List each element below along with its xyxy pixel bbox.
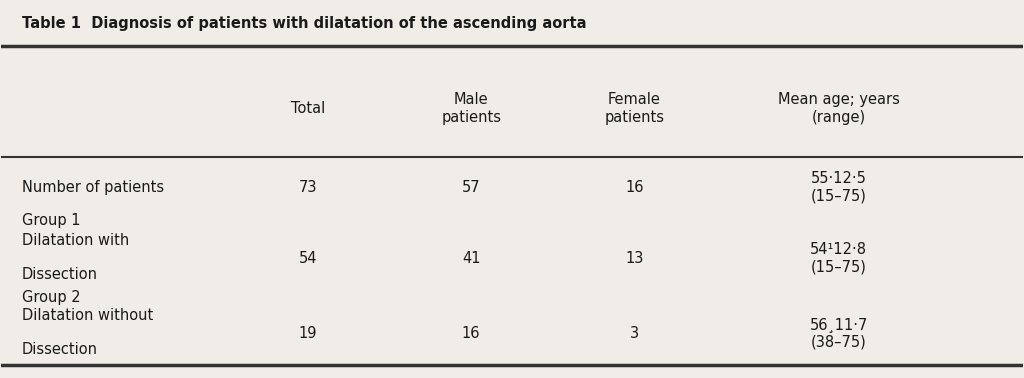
Text: Group 1: Group 1 — [22, 214, 80, 228]
Text: 3: 3 — [630, 326, 639, 341]
Text: Male
patients: Male patients — [441, 92, 501, 124]
Text: 13: 13 — [626, 251, 644, 266]
Text: Table 1  Diagnosis of patients with dilatation of the ascending aorta: Table 1 Diagnosis of patients with dilat… — [22, 16, 587, 31]
Text: 54¹12·8
(15–75): 54¹12·8 (15–75) — [810, 242, 867, 274]
Text: Total: Total — [291, 101, 325, 116]
Text: 54: 54 — [299, 251, 317, 266]
Text: 16: 16 — [462, 326, 480, 341]
Text: 56¸11·7
(38–75): 56¸11·7 (38–75) — [810, 317, 868, 350]
Text: 57: 57 — [462, 180, 480, 195]
Text: Female
patients: Female patients — [604, 92, 665, 124]
Text: 16: 16 — [626, 180, 644, 195]
Text: Dissection: Dissection — [22, 342, 98, 357]
Text: Dissection: Dissection — [22, 266, 98, 282]
Text: 55·12·5
(15–75): 55·12·5 (15–75) — [811, 171, 866, 203]
Text: Number of patients: Number of patients — [22, 180, 164, 195]
Text: Group 2: Group 2 — [22, 290, 81, 305]
Text: 73: 73 — [299, 180, 317, 195]
Text: Dilatation without: Dilatation without — [22, 308, 153, 323]
Text: 19: 19 — [299, 326, 317, 341]
Text: Mean age; years
(range): Mean age; years (range) — [778, 92, 900, 124]
Text: 41: 41 — [462, 251, 480, 266]
Text: Dilatation with: Dilatation with — [22, 233, 129, 248]
